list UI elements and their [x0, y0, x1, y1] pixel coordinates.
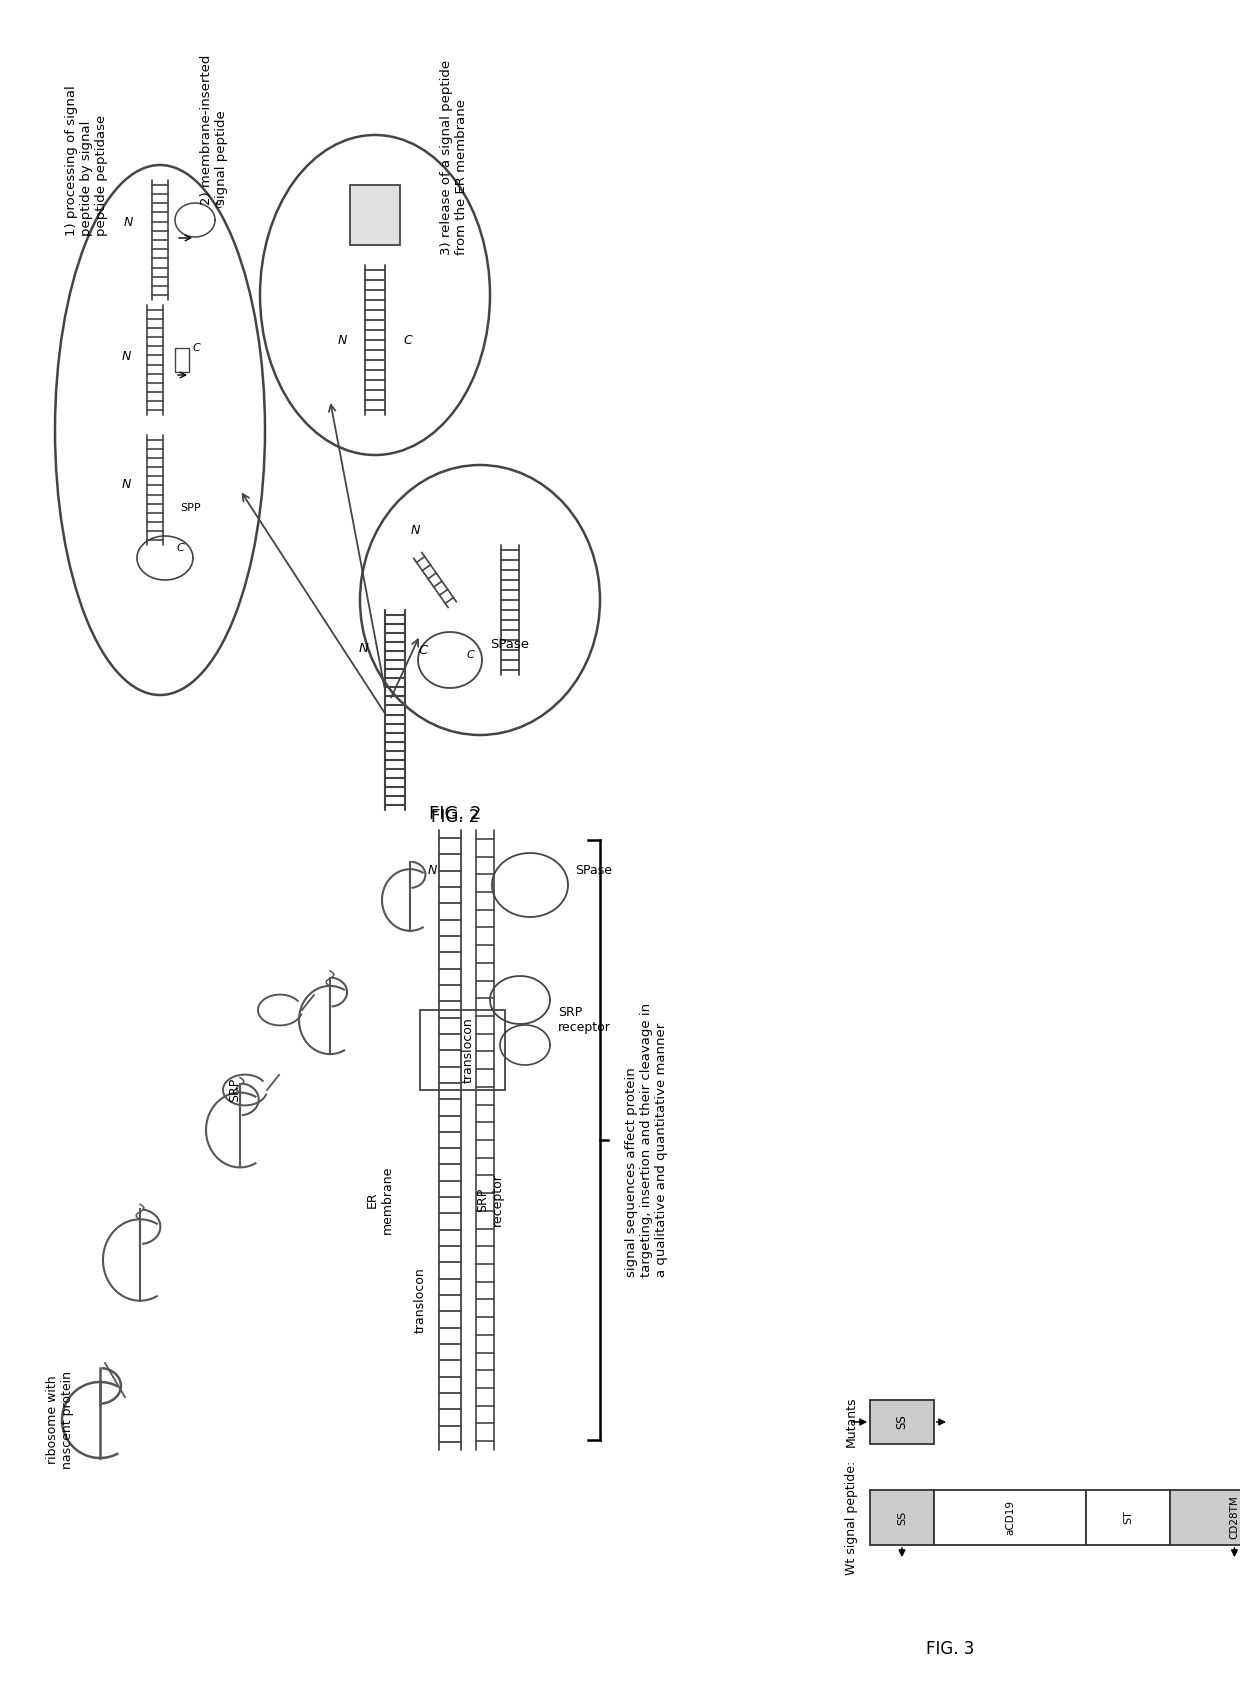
Text: C: C: [176, 542, 184, 552]
Text: SPase: SPase: [490, 638, 529, 651]
Bar: [350, 186, 401, 246]
Text: N: N: [428, 863, 436, 876]
Bar: [1169, 1490, 1240, 1545]
Text: C: C: [466, 650, 474, 660]
Text: 2) membrane-inserted
signal peptide: 2) membrane-inserted signal peptide: [200, 55, 228, 205]
Text: C: C: [404, 334, 413, 346]
Text: SRP: SRP: [228, 1078, 242, 1101]
Text: ER
membrane: ER membrane: [366, 1166, 394, 1234]
Text: 1) processing of signal
peptide by signal
peptide peptidase: 1) processing of signal peptide by signa…: [64, 85, 108, 235]
Text: CD28TM: CD28TM: [1229, 1495, 1240, 1540]
Text: Wt signal peptide:: Wt signal peptide:: [844, 1461, 858, 1575]
Text: aCD19: aCD19: [1004, 1500, 1016, 1535]
Text: translocon: translocon: [463, 1018, 475, 1083]
Text: SS: SS: [897, 1511, 906, 1524]
Bar: [870, 1490, 934, 1545]
Bar: [420, 1009, 505, 1089]
Text: FIG. 3: FIG. 3: [926, 1640, 975, 1657]
Text: C: C: [215, 199, 222, 210]
Text: N: N: [360, 641, 370, 655]
Text: SPP: SPP: [180, 503, 201, 513]
Text: ST: ST: [1123, 1511, 1133, 1524]
Bar: [934, 1490, 1086, 1545]
Text: ribosome with
nascent protein: ribosome with nascent protein: [46, 1371, 74, 1470]
Bar: [870, 1400, 934, 1444]
Text: translocon: translocon: [413, 1267, 427, 1333]
Text: SPase: SPase: [575, 863, 613, 876]
Text: C: C: [418, 643, 428, 656]
Text: Mutants: Mutants: [844, 1396, 858, 1448]
Text: N: N: [122, 479, 130, 491]
Text: N: N: [410, 523, 419, 537]
Text: SS: SS: [895, 1415, 909, 1429]
Text: N: N: [123, 215, 133, 228]
Text: N: N: [337, 334, 347, 346]
Text: FIG. 2: FIG. 2: [430, 808, 479, 825]
Text: N: N: [122, 351, 130, 363]
Bar: [175, 348, 188, 372]
Text: signal sequences affect protein
targeting, insertion and their cleavage in
a qua: signal sequences affect protein targetin…: [625, 1003, 668, 1277]
Bar: [1086, 1490, 1169, 1545]
Text: SRP
receptor: SRP receptor: [476, 1173, 503, 1226]
Text: 3) release of a signal peptide
from the ER membrane: 3) release of a signal peptide from the …: [440, 60, 467, 256]
Text: FIG. 2: FIG. 2: [429, 805, 481, 824]
Text: C: C: [192, 343, 200, 353]
Text: SRP
receptor: SRP receptor: [558, 1006, 611, 1033]
